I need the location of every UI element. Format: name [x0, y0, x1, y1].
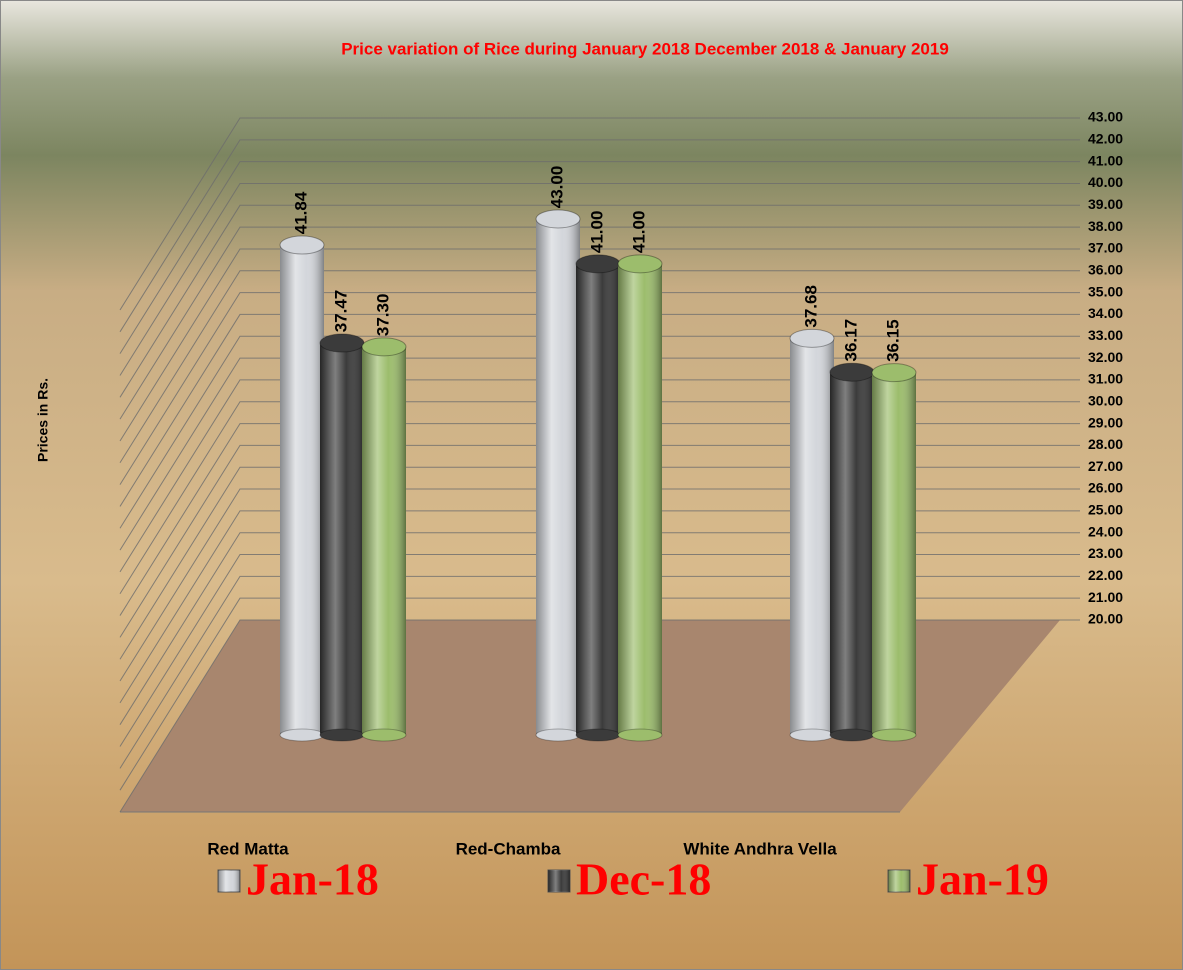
bar-base — [535, 728, 581, 742]
grid-line — [119, 313, 1080, 507]
bar-cap — [871, 363, 917, 383]
bar-cap — [575, 254, 621, 274]
y-tick-label: 32.00 — [1088, 349, 1123, 365]
bar-cap — [279, 235, 325, 255]
y-tick-label: 36.00 — [1088, 261, 1123, 277]
bar-base — [279, 728, 325, 742]
bar-base — [789, 728, 835, 742]
grid-line — [119, 117, 1080, 311]
bar-shade — [618, 263, 662, 735]
y-tick-label: 40.00 — [1088, 174, 1123, 190]
grid-line — [119, 182, 1080, 376]
grid-line — [119, 226, 1080, 420]
x-tick-label: White Andhra Vella — [683, 839, 837, 858]
bar-shade — [536, 218, 580, 735]
y-tick-label: 23.00 — [1088, 545, 1123, 561]
y-tick-label: 38.00 — [1088, 218, 1123, 234]
y-axis-label: Prices in Rs. — [35, 378, 51, 462]
bar-base — [319, 728, 365, 742]
bar-shade — [872, 372, 916, 735]
legend-swatch-shade — [218, 870, 240, 892]
y-tick-label: 30.00 — [1088, 392, 1123, 408]
y-tick-label: 24.00 — [1088, 523, 1123, 539]
bar-base — [617, 728, 663, 742]
grid-line — [119, 161, 1080, 354]
bar-shade — [830, 372, 874, 735]
bar-base — [871, 728, 917, 742]
value-label: 41.84 — [291, 191, 310, 234]
y-tick-label: 20.00 — [1088, 611, 1123, 627]
y-tick-label: 22.00 — [1088, 567, 1123, 583]
y-tick-label: 41.00 — [1088, 152, 1123, 168]
y-tick-label: 34.00 — [1088, 305, 1123, 321]
bar-base — [575, 728, 621, 742]
chart-title: Price variation of Rice during January 2… — [341, 39, 949, 58]
value-label: 43.00 — [547, 166, 566, 209]
bar-cap — [319, 333, 365, 353]
value-label: 36.15 — [883, 319, 902, 362]
y-tick-label: 39.00 — [1088, 196, 1123, 212]
grid-line — [119, 248, 1080, 442]
bar-cap — [535, 209, 581, 229]
grid-line — [119, 139, 1080, 333]
value-label: 41.00 — [629, 211, 648, 254]
x-tick-label: Red Matta — [207, 839, 289, 858]
y-tick-label: 42.00 — [1088, 131, 1123, 147]
y-tick-label: 29.00 — [1088, 414, 1123, 430]
x-tick-label: Red-Chamba — [456, 839, 561, 858]
bar-shade — [576, 263, 620, 735]
y-tick-label: 25.00 — [1088, 502, 1123, 518]
value-label: 37.68 — [801, 285, 820, 328]
y-tick-label: 35.00 — [1088, 283, 1123, 299]
bar-cap — [789, 328, 835, 348]
value-label: 36.17 — [841, 319, 860, 362]
legend-swatch-shade — [888, 870, 910, 892]
y-tick-label: 28.00 — [1088, 436, 1123, 452]
value-label: 37.30 — [373, 294, 392, 337]
legend-swatch-shade — [548, 870, 570, 892]
y-tick-label: 31.00 — [1088, 371, 1123, 387]
bar-base — [361, 728, 407, 742]
y-tick-label: 37.00 — [1088, 240, 1123, 256]
bar-shade — [362, 346, 406, 735]
legend-label: Jan-19 — [916, 854, 1049, 905]
y-tick-label: 33.00 — [1088, 327, 1123, 343]
bar-shade — [320, 343, 364, 735]
bar-shade — [790, 338, 834, 735]
grid-line — [119, 292, 1080, 485]
y-tick-label: 21.00 — [1088, 589, 1123, 605]
bar-cap — [361, 337, 407, 357]
y-tick-label: 27.00 — [1088, 458, 1123, 474]
legend-label: Dec-18 — [576, 854, 711, 905]
bar-shade — [280, 245, 324, 735]
y-tick-label: 43.00 — [1088, 109, 1123, 125]
grid-line — [119, 204, 1080, 398]
bar-cap — [617, 254, 663, 274]
value-label: 41.00 — [587, 211, 606, 254]
legend-label: Jan-18 — [246, 854, 379, 905]
bar-cap — [829, 362, 875, 382]
grid-line — [119, 270, 1080, 464]
y-tick-label: 26.00 — [1088, 480, 1123, 496]
bar-base — [829, 728, 875, 742]
value-label: 37.47 — [331, 290, 350, 333]
